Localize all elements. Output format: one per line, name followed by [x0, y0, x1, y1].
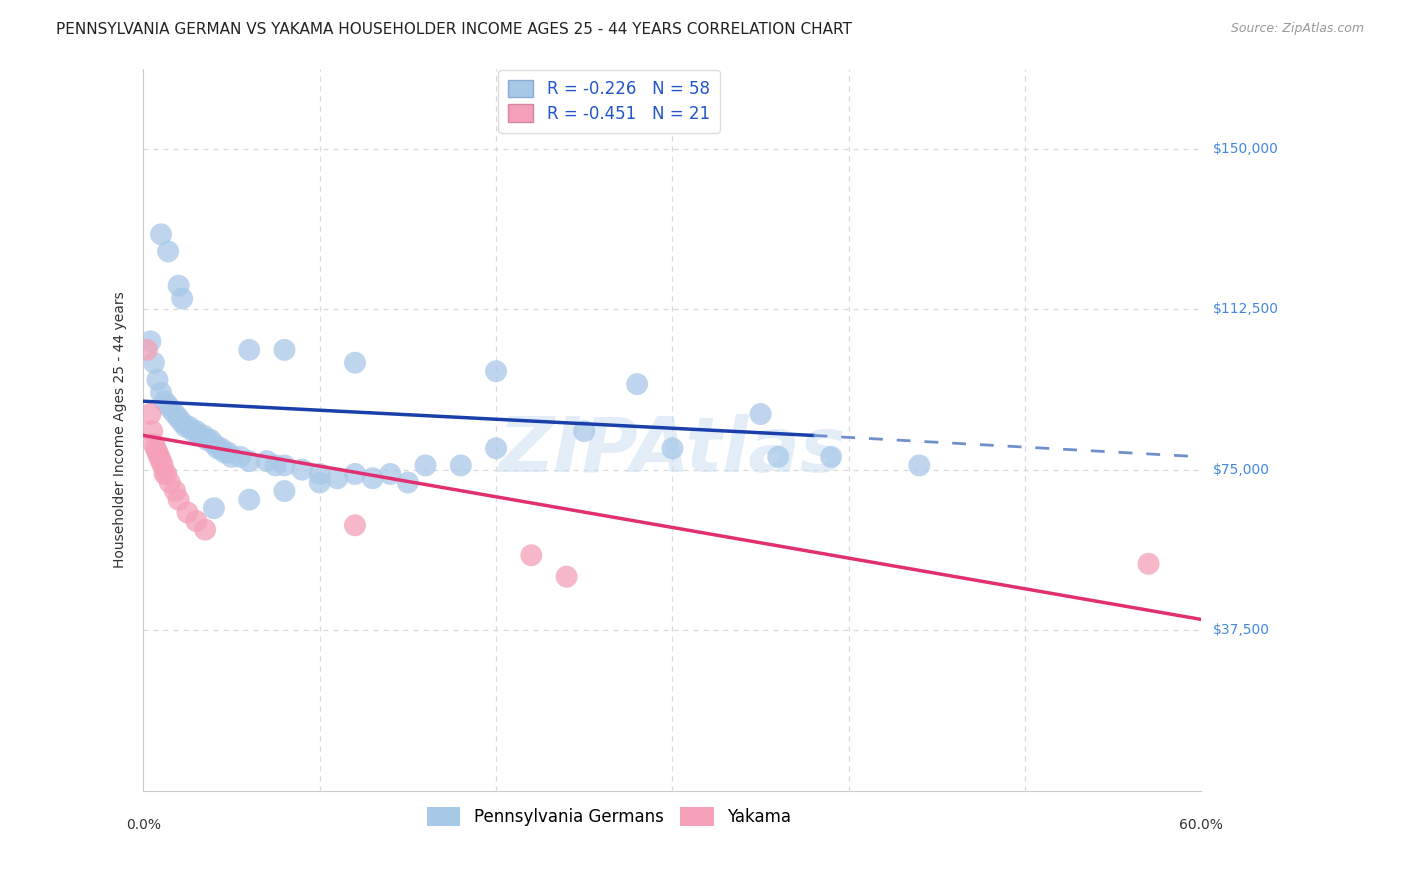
Text: ZIPAtlas: ZIPAtlas [499, 414, 846, 488]
Point [273, 484, 295, 499]
Point [343, 518, 366, 533]
Point [153, 467, 176, 481]
Point [176, 506, 198, 520]
Y-axis label: Householder Income Ages 25 - 44 years: Householder Income Ages 25 - 44 years [114, 291, 128, 568]
Point [908, 458, 931, 473]
Point [167, 492, 190, 507]
Point [150, 454, 173, 468]
Point [749, 407, 772, 421]
Point [200, 433, 222, 447]
Point [146, 445, 169, 459]
Point [238, 343, 260, 357]
Point [143, 437, 166, 451]
Point [238, 492, 260, 507]
Point [202, 437, 225, 451]
Point [193, 428, 215, 442]
Point [661, 442, 683, 456]
Point [159, 475, 181, 490]
Point [172, 416, 194, 430]
Point [343, 467, 366, 481]
Text: $112,500: $112,500 [1212, 302, 1278, 317]
Point [217, 445, 239, 459]
Text: $75,000: $75,000 [1212, 463, 1270, 476]
Point [157, 399, 180, 413]
Point [209, 442, 232, 456]
Point [186, 514, 208, 528]
Point [766, 450, 789, 464]
Point [450, 458, 472, 473]
Point [194, 523, 217, 537]
Point [139, 407, 162, 421]
Point [229, 450, 252, 464]
Text: 60.0%: 60.0% [1180, 818, 1223, 832]
Point [326, 471, 349, 485]
Legend: Pennsylvania Germans, Yakama: Pennsylvania Germans, Yakama [420, 800, 797, 833]
Point [415, 458, 437, 473]
Point [165, 407, 187, 421]
Text: 0.0%: 0.0% [127, 818, 160, 832]
Point [143, 356, 166, 370]
Point [555, 569, 578, 583]
Text: $37,500: $37,500 [1212, 624, 1270, 637]
Point [165, 484, 187, 499]
Point [188, 428, 211, 442]
Text: Source: ZipAtlas.com: Source: ZipAtlas.com [1230, 22, 1364, 36]
Point [308, 467, 330, 481]
Point [148, 450, 170, 464]
Point [155, 467, 177, 481]
Point [150, 227, 173, 242]
Point [1137, 557, 1160, 571]
Point [273, 458, 295, 473]
Point [139, 334, 162, 349]
Point [150, 385, 173, 400]
Point [181, 424, 204, 438]
Point [172, 292, 194, 306]
Point [520, 549, 543, 563]
Point [160, 402, 183, 417]
Point [485, 442, 508, 456]
Point [146, 373, 169, 387]
Point [396, 475, 419, 490]
Text: PENNSYLVANIA GERMAN VS YAKAMA HOUSEHOLDER INCOME AGES 25 - 44 YEARS CORRELATION : PENNSYLVANIA GERMAN VS YAKAMA HOUSEHOLDE… [56, 22, 852, 37]
Point [174, 420, 197, 434]
Point [264, 458, 287, 473]
Point [238, 454, 260, 468]
Point [820, 450, 842, 464]
Point [380, 467, 402, 481]
Point [485, 364, 508, 378]
Point [207, 442, 229, 456]
Point [195, 433, 218, 447]
Point [186, 424, 208, 438]
Point [308, 475, 330, 490]
Point [343, 356, 366, 370]
Point [153, 394, 176, 409]
Point [574, 424, 596, 438]
Point [214, 445, 236, 459]
Point [291, 463, 314, 477]
Point [273, 343, 295, 357]
Point [626, 377, 648, 392]
Point [145, 442, 167, 456]
Point [202, 501, 225, 516]
Point [141, 424, 163, 438]
Point [361, 471, 384, 485]
Point [167, 411, 190, 425]
Point [157, 244, 180, 259]
Point [179, 420, 201, 434]
Point [221, 450, 243, 464]
Text: $150,000: $150,000 [1212, 142, 1278, 156]
Point [135, 343, 157, 357]
Point [152, 458, 174, 473]
Point [167, 278, 190, 293]
Point [256, 454, 278, 468]
